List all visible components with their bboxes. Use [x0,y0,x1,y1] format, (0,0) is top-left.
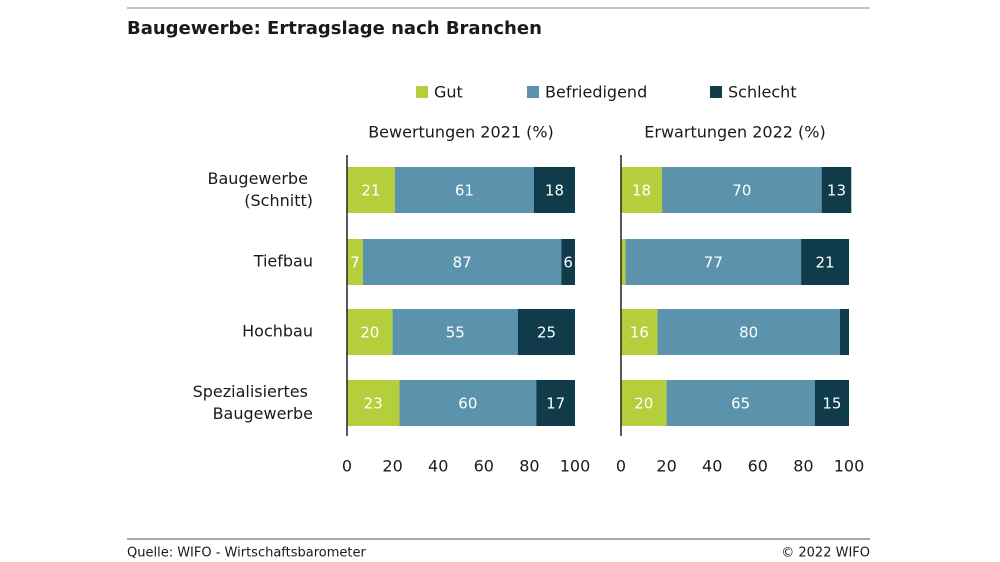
legend-label: Schlecht [728,83,797,102]
bar-segment [621,309,658,355]
bar-segment [662,167,822,213]
bar-segment [392,309,518,355]
x-tick-label: 100 [560,457,591,476]
y-tick-label: Tiefbau [253,252,313,271]
bar-segment [347,167,395,213]
bar-segment [657,309,840,355]
legend-swatch [527,86,539,98]
value-label: 61 [455,182,474,200]
bar-segment [801,239,849,285]
x-tick-label: 60 [748,457,768,476]
value-label: 87 [453,254,472,272]
value-label: 7 [350,254,360,272]
value-label: 20 [634,395,653,413]
value-label: 60 [458,395,477,413]
value-label: 15 [822,395,841,413]
x-tick-label: 20 [382,457,402,476]
y-tick-label: Spezialisiertes Baugewerbe [193,382,313,423]
x-tick-label: 60 [474,457,494,476]
bar-segment [625,239,802,285]
x-tick-label: 20 [656,457,676,476]
panel-subtitle: Erwartungen 2022 (%) [644,123,825,142]
bar-segment [347,239,363,285]
value-label: 6 [563,254,573,272]
x-tick-label: 0 [342,457,352,476]
value-label: 21 [361,182,380,200]
bar-segment [561,239,575,285]
bar-segment [536,380,575,426]
bar-segment [621,380,667,426]
legend-label: Befriedigend [545,83,647,102]
value-label: 20 [360,324,379,342]
value-label: 55 [446,324,465,342]
x-tick-label: 0 [616,457,626,476]
x-tick-label: 40 [702,457,722,476]
x-tick-label: 40 [428,457,448,476]
legend-swatch [416,86,428,98]
value-label: 16 [630,324,649,342]
x-tick-label: 80 [793,457,813,476]
x-tick-label: 100 [834,457,865,476]
y-tick-label: Baugewerbe (Schnitt) [207,169,313,210]
bar-segment [666,380,815,426]
y-tick-label: Hochbau [242,322,313,341]
value-label: 18 [632,182,651,200]
value-label: 23 [364,395,383,413]
bar-segment [399,380,537,426]
panel-subtitle: Bewertungen 2021 (%) [368,123,554,142]
bar-segment [518,309,575,355]
value-label: 25 [537,324,556,342]
x-tick-label: 80 [519,457,539,476]
bar-segment [394,167,534,213]
value-label: 18 [545,182,564,200]
value-label: 70 [732,182,751,200]
bar-segment [814,380,849,426]
value-label: 77 [704,254,723,272]
bar-segment [362,239,562,285]
chart-title: Baugewerbe: Ertragslage nach Branchen [127,18,542,39]
bar-segment [621,239,626,285]
value-label: 13 [827,182,846,200]
bar-segment [839,309,849,355]
bar-segment [533,167,575,213]
value-label: 80 [739,324,758,342]
value-label: 21 [816,254,835,272]
bar-segment [821,167,852,213]
bar-segment [621,167,663,213]
bar-segment [347,309,393,355]
bar-segment [347,380,400,426]
value-label: 17 [546,395,565,413]
source: Quelle: WIFO - Wirtschaftsbarometer [127,546,367,561]
copyright: © 2022 WIFO [781,546,870,561]
legend-label: Gut [434,83,463,102]
value-label: 65 [731,395,750,413]
legend-swatch [710,86,722,98]
